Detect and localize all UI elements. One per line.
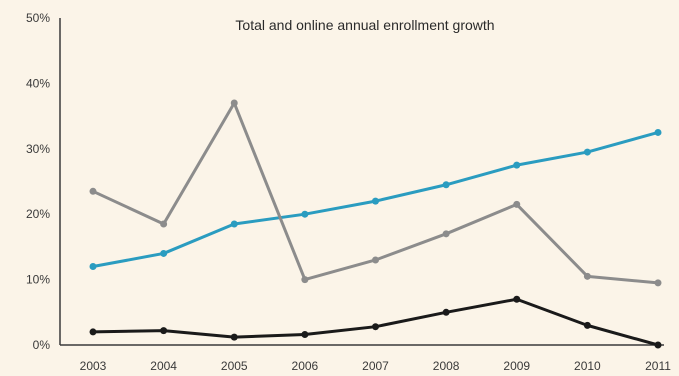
- x-tick-label: 2009: [503, 359, 530, 373]
- data-point: [230, 333, 238, 341]
- data-point: [301, 331, 309, 339]
- data-point: [230, 99, 238, 107]
- data-point: [654, 341, 662, 349]
- data-point: [89, 263, 97, 271]
- x-tick-label: 2004: [150, 359, 177, 373]
- x-tick-label: 2008: [433, 359, 460, 373]
- y-tick-label: 50%: [26, 11, 50, 25]
- data-point: [89, 187, 97, 195]
- data-point: [160, 220, 168, 228]
- data-point: [513, 161, 521, 169]
- data-point: [89, 328, 97, 336]
- y-tick-label: 0%: [33, 338, 51, 352]
- data-point: [654, 279, 662, 287]
- x-tick-labels: 2003 2004 2005 2006 2007 2008 2009 2010 2011: [80, 359, 672, 373]
- series-2: [89, 99, 662, 287]
- series-1: [89, 128, 662, 271]
- series-line: [92, 297, 659, 347]
- x-tick-label: 2003: [80, 359, 107, 373]
- data-point: [442, 230, 450, 238]
- x-tick-label: 2005: [221, 359, 248, 373]
- data-point: [442, 308, 450, 316]
- data-point: [583, 272, 591, 280]
- x-tick-label: 2006: [292, 359, 319, 373]
- data-point: [372, 197, 379, 205]
- chart-title: Total and online annual enrollment growt…: [235, 17, 494, 33]
- data-point: [583, 148, 591, 156]
- data-point: [160, 249, 168, 257]
- y-tick-labels: 0% 10% 20% 30% 40% 50%: [26, 11, 50, 352]
- y-tick-label: 10%: [26, 273, 50, 287]
- data-point: [301, 276, 309, 284]
- data-point: [654, 128, 662, 136]
- data-point: [442, 181, 450, 189]
- x-tick-label: 2007: [362, 359, 389, 373]
- data-point: [513, 200, 521, 208]
- data-point: [583, 321, 591, 329]
- series-line: [92, 101, 659, 285]
- y-tick-label: 20%: [26, 207, 50, 221]
- data-point: [372, 323, 379, 331]
- series-3: [89, 295, 662, 349]
- x-tick-label: 2010: [574, 359, 601, 373]
- x-tick-label: 2011: [645, 359, 671, 373]
- data-point: [372, 256, 379, 264]
- data-point: [513, 295, 521, 303]
- y-tick-label: 40%: [26, 76, 50, 90]
- y-tick-label: 30%: [26, 142, 50, 156]
- data-point: [160, 327, 168, 335]
- series-lines: [89, 99, 662, 349]
- data-point: [230, 220, 238, 228]
- data-point: [301, 210, 309, 218]
